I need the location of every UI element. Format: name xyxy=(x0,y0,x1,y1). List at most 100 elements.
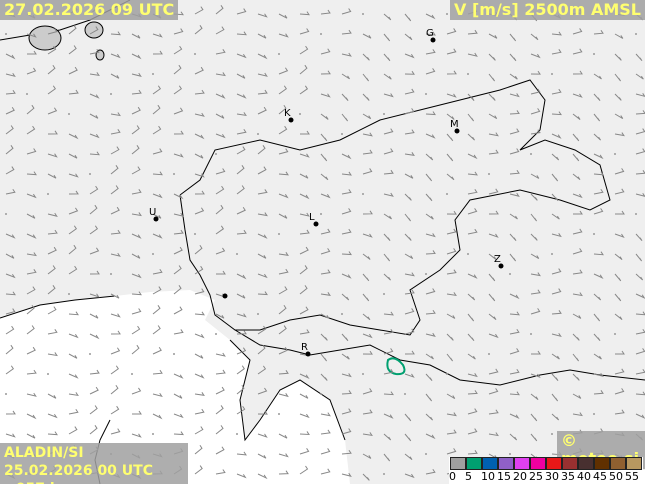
wind-barb xyxy=(68,244,77,255)
wind-barb xyxy=(236,112,247,117)
wind-barb xyxy=(425,173,433,182)
wind-barb xyxy=(47,229,58,235)
wind-barb xyxy=(131,166,141,175)
wind-barb xyxy=(26,392,37,397)
wind-barb xyxy=(278,67,289,75)
calm-dot xyxy=(551,73,553,75)
wind-barb xyxy=(152,104,161,115)
wind-barb xyxy=(467,93,475,101)
wind-barb xyxy=(551,233,562,238)
calm-dot xyxy=(635,213,637,215)
calm-dot xyxy=(47,373,49,375)
calm-dot xyxy=(110,273,112,275)
wind-barb xyxy=(257,33,267,39)
wind-barb xyxy=(299,265,308,275)
wind-barb xyxy=(383,73,392,80)
calm-dot xyxy=(5,33,7,35)
wind-barb xyxy=(383,213,392,220)
city-marker xyxy=(313,221,319,227)
wind-barb xyxy=(362,132,373,137)
calm-dot xyxy=(635,33,637,35)
calm-dot xyxy=(173,353,175,355)
wind-barb xyxy=(383,93,394,98)
calm-dot xyxy=(425,453,427,455)
wind-barb xyxy=(278,305,287,315)
wind-barb xyxy=(257,253,267,259)
wind-barb xyxy=(47,329,58,335)
wind-barb xyxy=(572,228,583,235)
wind-barb xyxy=(572,70,583,75)
wind-barb xyxy=(173,265,182,275)
wind-barb xyxy=(26,369,37,375)
wind-barb xyxy=(215,168,226,175)
calm-dot xyxy=(425,93,427,95)
city-label: R xyxy=(301,342,308,353)
wind-barb xyxy=(5,106,15,115)
wind-barb xyxy=(26,193,37,199)
wind-barb xyxy=(194,408,205,415)
wind-barb xyxy=(320,313,330,319)
wind-barb xyxy=(341,8,352,15)
wind-barb xyxy=(278,433,288,439)
wind-barb xyxy=(152,193,163,199)
wind-barb xyxy=(383,253,391,262)
wind-barb xyxy=(173,64,182,75)
wind-barb xyxy=(110,185,119,195)
wind-barb xyxy=(446,228,457,235)
wind-barb xyxy=(383,53,391,62)
wind-barb xyxy=(89,26,99,35)
wind-barb xyxy=(257,273,268,279)
calm-dot xyxy=(110,93,112,95)
wind-barb xyxy=(404,328,415,335)
wind-barb xyxy=(299,246,309,255)
wind-barb xyxy=(89,270,100,275)
wind-barb xyxy=(530,173,540,179)
wind-barb xyxy=(299,393,309,399)
wind-barb xyxy=(446,173,455,181)
calm-dot xyxy=(341,313,343,315)
wind-barb xyxy=(173,393,183,399)
wind-barb xyxy=(320,173,329,181)
wind-barb xyxy=(26,325,35,335)
wind-barb xyxy=(341,273,352,279)
wind-barb xyxy=(47,107,58,115)
wind-barb xyxy=(446,353,454,362)
wind-barb xyxy=(110,31,121,36)
calm-dot xyxy=(341,133,343,135)
wind-barb xyxy=(341,333,349,342)
city-label: G xyxy=(426,28,434,39)
wind-barb xyxy=(26,213,36,219)
calm-dot xyxy=(530,153,532,155)
wind-barb xyxy=(152,286,162,295)
wind-barb xyxy=(551,268,562,275)
wind-barb xyxy=(110,313,121,318)
legend-swatch xyxy=(514,457,530,470)
wind-barb xyxy=(425,433,436,440)
wind-barb xyxy=(383,413,394,419)
wind-barb xyxy=(89,204,98,215)
wind-barb xyxy=(194,311,205,316)
wind-barb xyxy=(551,31,562,36)
wind-barb xyxy=(509,253,517,262)
wind-barb xyxy=(47,246,57,255)
wind-barb xyxy=(173,246,183,255)
wind-barb xyxy=(446,313,456,319)
wind-barb xyxy=(320,448,331,455)
calm-dot xyxy=(383,473,385,475)
city-marker xyxy=(288,117,294,123)
wind-barb xyxy=(110,73,120,79)
wind-barb xyxy=(68,89,79,95)
wind-barb xyxy=(362,313,371,321)
wind-barb xyxy=(152,325,161,335)
calm-dot xyxy=(446,373,448,375)
wind-barb xyxy=(194,190,205,195)
wind-barb xyxy=(572,133,580,142)
wind-barb xyxy=(425,332,436,337)
wind-barb xyxy=(131,273,142,279)
wind-barb xyxy=(236,8,247,15)
legend-swatch xyxy=(578,457,594,470)
wind-barb xyxy=(278,453,289,458)
calm-dot xyxy=(278,53,280,55)
wind-barb xyxy=(341,73,350,80)
wind-barb xyxy=(572,113,581,120)
